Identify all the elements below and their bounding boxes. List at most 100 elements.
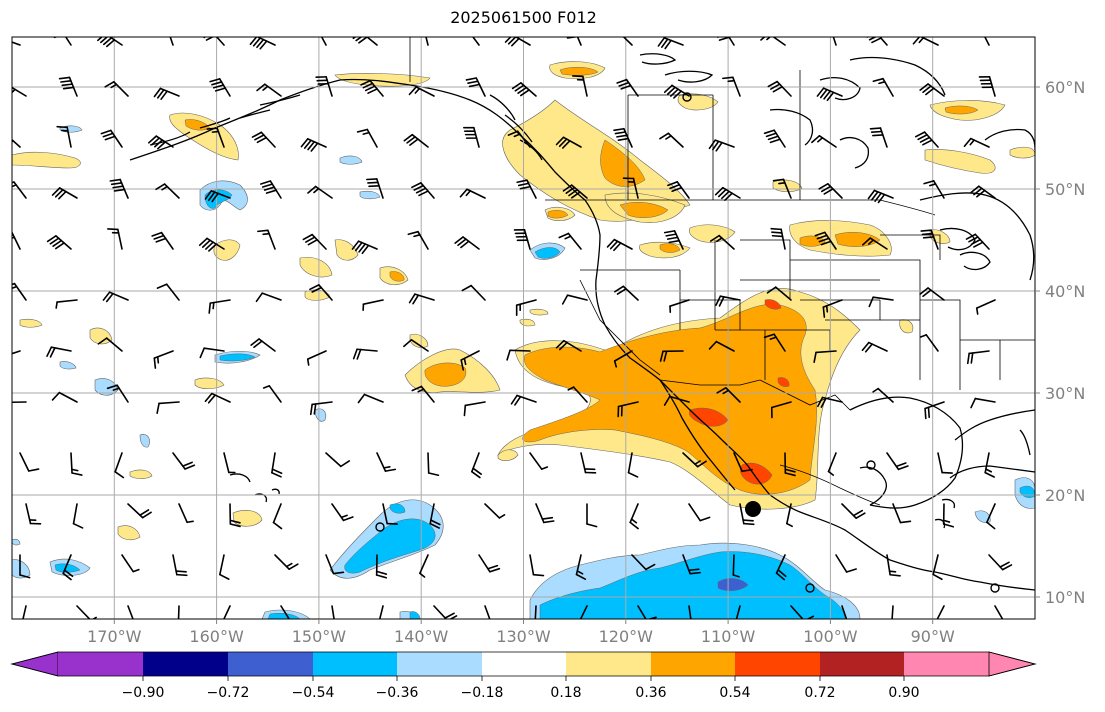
wind-barb-staff <box>72 503 78 525</box>
wind-barb-flag <box>307 27 317 29</box>
wind-barb-flag <box>921 232 934 236</box>
wind-barb-flag <box>223 621 228 625</box>
wind-barb-flag <box>412 294 420 305</box>
wind-barb-flag <box>1001 564 1013 571</box>
wind-barb-flag <box>716 31 726 34</box>
wind-barb-flag <box>307 238 318 246</box>
wind-barb-flag <box>586 523 598 528</box>
lon-label: 130°W <box>496 627 551 646</box>
wind-barb-flag <box>306 358 310 366</box>
wind-barb-flag <box>415 187 427 194</box>
wind-barb-flag <box>613 242 622 252</box>
wind-barb-flag <box>46 235 57 243</box>
wind-barb-flag <box>257 229 269 233</box>
wind-barb-flag <box>565 186 576 194</box>
colorbar-segment <box>313 652 397 676</box>
wind-barb-flag <box>199 347 205 359</box>
wind-barb-flag <box>718 37 730 41</box>
wind-barb-flag <box>563 27 573 28</box>
wind-barb-flag <box>51 28 61 31</box>
wind-barb-staff <box>529 554 535 576</box>
colorbar-segment <box>735 652 820 676</box>
wind-barb-flag <box>383 466 391 469</box>
wind-barb-flag <box>313 403 317 415</box>
wind-barb-flag <box>302 233 313 241</box>
colorbar-extend-max <box>988 651 1037 677</box>
wind-barb-flag <box>578 624 586 631</box>
colorbar-extend-min <box>10 651 59 677</box>
wind-barb-flag <box>709 234 720 242</box>
wind-barb-flag <box>897 465 909 471</box>
wind-barb-staff <box>219 554 225 576</box>
wind-barb-flag <box>849 624 859 625</box>
colorbar-tick-label: 0.36 <box>635 685 666 701</box>
wind-barb-flag <box>157 141 167 150</box>
wind-barb-flag <box>340 514 348 519</box>
wind-barb-flag <box>970 185 980 194</box>
wind-barb-flag <box>366 178 378 181</box>
wind-barb-flag <box>465 190 472 197</box>
colorbar: −0.90 −0.72 −0.54 −0.36 −0.18 0.18 0.36 … <box>10 651 1037 701</box>
wind-barb-flag <box>178 626 188 629</box>
wind-barb-flag <box>976 189 986 198</box>
wind-barb-staff <box>419 554 429 575</box>
wind-barb-flag <box>708 340 718 350</box>
wind-barb-staff <box>484 605 491 619</box>
wind-barb-staff <box>509 349 531 352</box>
wind-barb-staff <box>19 452 30 472</box>
wind-barb-flag <box>845 568 857 573</box>
wind-barb-flag <box>208 243 217 252</box>
wind-barb-flag <box>715 141 723 152</box>
wind-barb-flag <box>867 239 875 245</box>
political-borders <box>409 37 1035 506</box>
wind-barb-flag <box>7 402 9 412</box>
wind-barb-flag <box>504 37 512 43</box>
wind-barb-flag <box>922 236 935 239</box>
wind-barb-flag <box>665 233 677 237</box>
wind-barb-flag <box>742 519 754 522</box>
wind-barb-flag <box>872 134 884 137</box>
wind-barb-flag <box>972 30 982 32</box>
wind-barb-staff <box>534 605 537 619</box>
wind-barb-flag <box>300 138 309 148</box>
wind-barb-flag <box>813 351 817 364</box>
wind-barb-flag <box>814 231 826 237</box>
wind-barb-flag <box>543 520 555 524</box>
wind-barb-flag <box>368 185 380 188</box>
wind-barb-flag <box>986 521 996 530</box>
wind-barb-flag <box>272 521 283 530</box>
wind-barb-flag <box>864 343 873 353</box>
wind-barb-flag <box>104 81 115 88</box>
wind-barb-flag <box>777 569 787 578</box>
wind-barb-flag <box>714 28 724 31</box>
wind-barb-flag <box>666 236 679 240</box>
lon-label: 150°W <box>292 627 347 646</box>
wind-barb-flag <box>558 138 568 148</box>
wind-barb-flag <box>202 30 211 35</box>
wind-barb-flag <box>969 139 975 146</box>
wind-barb-flag <box>507 37 517 45</box>
wind-barb-flag <box>663 350 668 362</box>
wind-barb-flag <box>869 127 882 130</box>
wind-barb-flag <box>823 90 832 100</box>
wind-barb-flag <box>510 394 518 405</box>
wind-barb-flag <box>822 33 832 34</box>
lon-label: 140°W <box>394 627 449 646</box>
wind-barb-staff <box>410 339 429 352</box>
wind-barb-flag <box>558 341 568 351</box>
wind-barb-flag <box>670 88 679 97</box>
wind-barb-staff <box>937 452 943 474</box>
wind-barb-flag <box>663 84 673 94</box>
wind-barb-flag <box>564 235 572 240</box>
storm-center-marker <box>745 501 761 517</box>
wind-barb-flag <box>922 139 933 146</box>
wind-barb-flag <box>356 348 362 360</box>
wind-barb-flag <box>361 244 370 255</box>
wind-barb-flag <box>506 349 511 361</box>
wind-barb-flag <box>262 385 271 389</box>
wind-barb-flag <box>151 231 163 237</box>
wind-barb-staff <box>331 605 335 619</box>
wind-barb-flag <box>256 38 265 49</box>
wind-barb-flag <box>927 406 930 419</box>
